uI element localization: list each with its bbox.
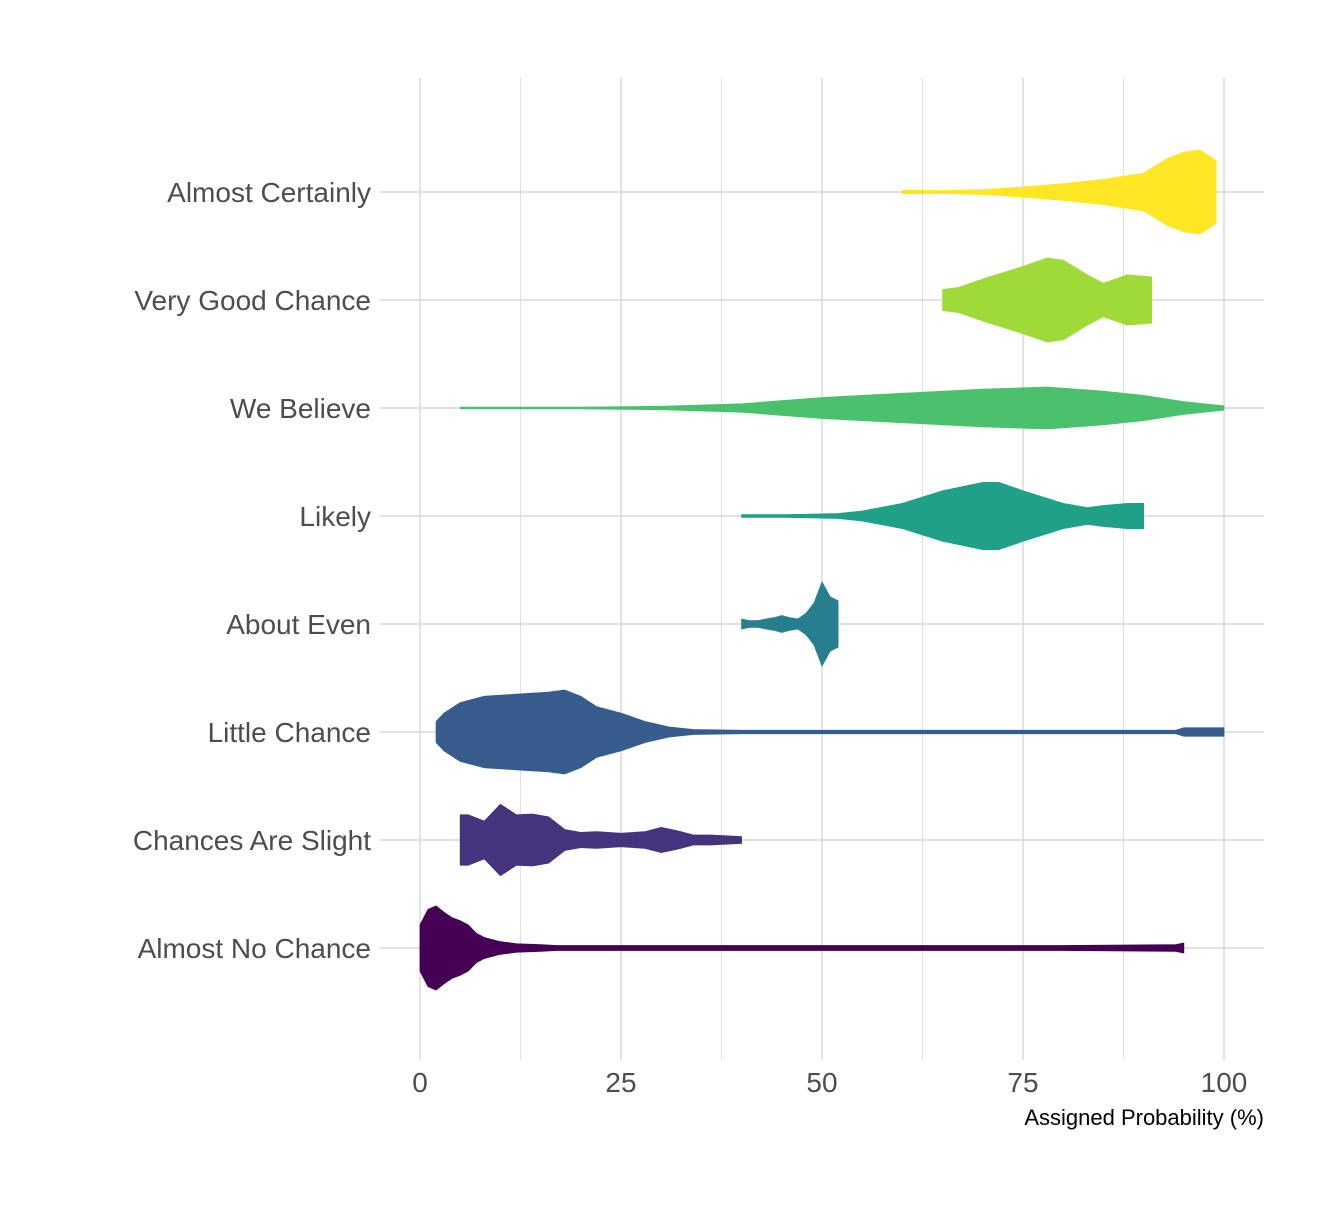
category-label: Little Chance	[208, 717, 371, 748]
x-tick-labels: 0 25 50 75 100	[412, 1067, 1247, 1098]
x-tick-label: 100	[1201, 1067, 1248, 1098]
x-tick-label: 25	[605, 1067, 636, 1098]
category-label: About Even	[226, 609, 371, 640]
category-label: We Believe	[230, 393, 371, 424]
violin-almost-no-chance	[419, 905, 1185, 991]
grid-layer	[380, 78, 1264, 1060]
category-label: Almost Certainly	[167, 177, 371, 208]
violin-we-believe	[459, 386, 1225, 430]
violin-about-even	[741, 581, 839, 667]
x-tick-label: 75	[1007, 1067, 1038, 1098]
x-axis-title: Assigned Probability (%)	[1024, 1105, 1264, 1130]
category-label: Likely	[299, 501, 371, 532]
violin-almost-certainly	[902, 149, 1217, 235]
violin-likely	[741, 482, 1144, 550]
x-tick-label: 0	[412, 1067, 428, 1098]
violin-little-chance	[435, 689, 1225, 775]
violin-very-good-chance	[942, 257, 1152, 343]
violin-layer	[419, 149, 1225, 991]
category-label: Almost No Chance	[138, 933, 371, 964]
category-label: Chances Are Slight	[133, 825, 371, 856]
category-label: Very Good Chance	[134, 285, 371, 316]
category-labels: Almost No Chance Chances Are Slight Little…	[133, 177, 371, 964]
x-tick-label: 50	[806, 1067, 837, 1098]
violin-chances-are-slight	[459, 803, 742, 877]
